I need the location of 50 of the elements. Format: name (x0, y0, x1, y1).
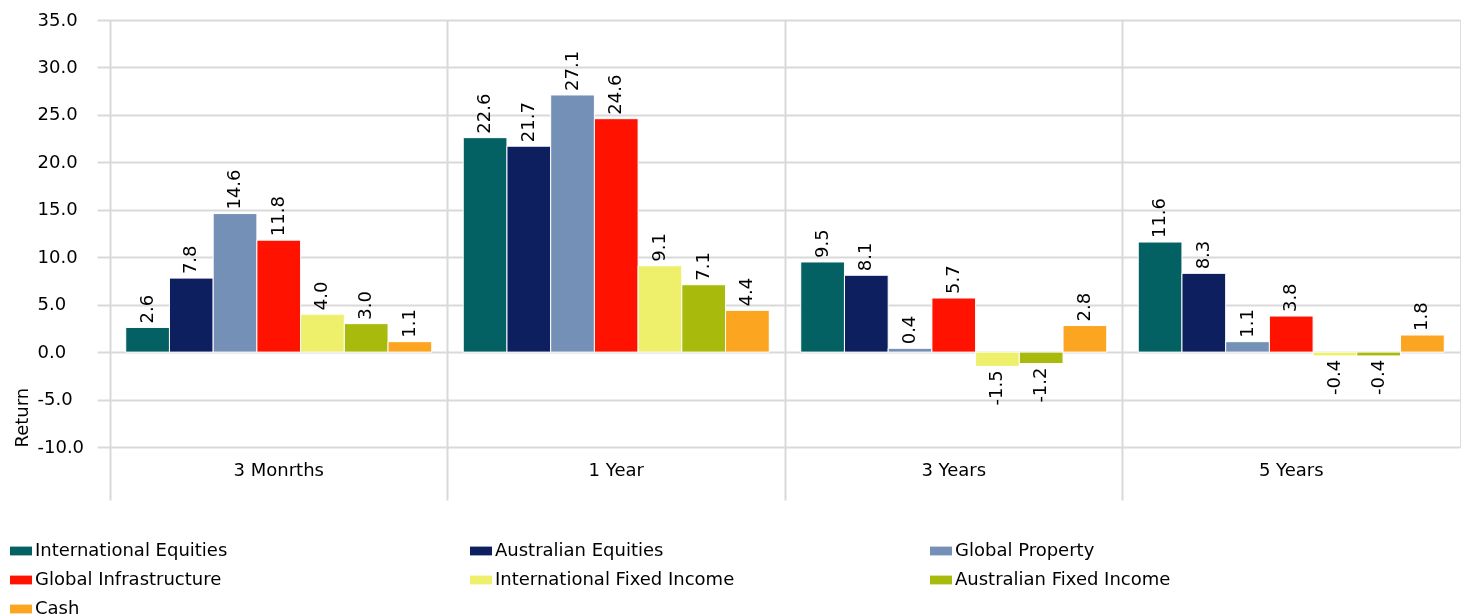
data-label: -0.4 (1322, 359, 1344, 396)
legend-label: Global Property (955, 539, 1095, 560)
data-label: -1.5 (985, 370, 1007, 406)
data-label: 5.7 (941, 265, 963, 295)
y-tick-label: 35.0 (37, 8, 78, 30)
data-label: -0.4 (1366, 359, 1388, 396)
data-label: 11.6 (1148, 197, 1170, 239)
data-label: 27.1 (560, 50, 582, 91)
data-label: 11.8 (266, 196, 288, 237)
y-tick-label: 30.0 (37, 55, 78, 77)
legend-label: International Fixed Income (495, 568, 735, 589)
data-label: 22.6 (473, 93, 495, 134)
data-label: 3.8 (1279, 283, 1301, 313)
y-tick-label: 15.0 (37, 198, 78, 220)
data-label: 7.1 (691, 252, 713, 281)
y-tick-label: 10.0 (37, 245, 78, 267)
data-label: 2.6 (135, 294, 157, 324)
x-tick-label: 3 Years (921, 458, 987, 480)
data-label: 3.0 (354, 291, 376, 320)
x-tick-label: 1 Year (588, 458, 645, 480)
legend-label: Australian Equities (495, 539, 664, 560)
data-label: 4.0 (310, 281, 332, 311)
data-label: 9.1 (647, 233, 669, 262)
data-label: -1.2 (1029, 367, 1051, 403)
legend-label: Global Infrastructure (35, 568, 222, 589)
y-tick-label: -10.0 (37, 435, 85, 457)
data-label: 1.1 (1235, 309, 1257, 338)
data-label: 1.8 (1410, 302, 1432, 332)
data-label: 7.8 (179, 245, 201, 275)
x-tick-label: 5 Years (1258, 458, 1324, 480)
data-label: 8.1 (854, 242, 876, 272)
data-label: 21.7 (516, 102, 538, 143)
data-label: 2.8 (1072, 292, 1094, 322)
y-tick-label: 5.0 (37, 293, 67, 315)
y-tick-label: 0.0 (37, 340, 67, 362)
legend-label: Australian Fixed Income (955, 568, 1171, 589)
y-axis-title: Return (10, 387, 32, 448)
y-tick-label: -5.0 (37, 388, 73, 410)
data-label: 24.6 (604, 74, 626, 115)
y-tick-label: 25.0 (37, 103, 78, 125)
legend-label: Cash (35, 597, 80, 615)
data-label: 9.5 (810, 229, 832, 258)
legend-label: International Equities (35, 539, 228, 560)
x-tick-label: 3 Monrths (233, 458, 324, 480)
data-label: 1.1 (397, 309, 419, 338)
data-label: 4.4 (735, 277, 757, 307)
data-label: 14.6 (223, 169, 245, 210)
data-label: 0.4 (898, 315, 920, 345)
y-tick-label: 20.0 (37, 150, 78, 172)
data-label: 8.3 (1191, 240, 1213, 270)
